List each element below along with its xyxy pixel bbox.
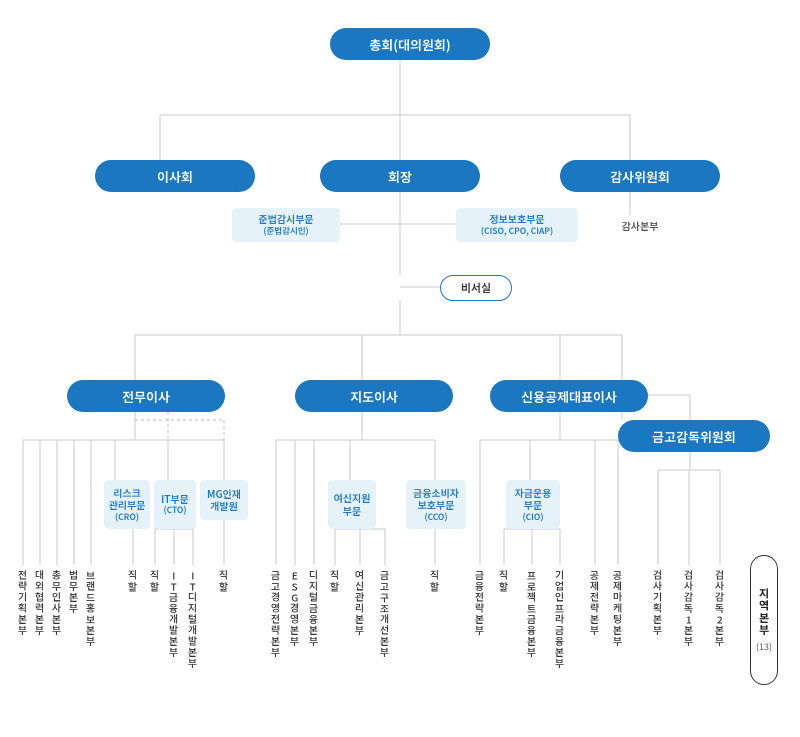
leaf-label: IT디지털개발본부 (187, 570, 197, 669)
label-l2: (준법감시인) (263, 226, 308, 237)
leaf-label: 직할 (218, 570, 228, 592)
label: 지도이사 (350, 387, 398, 406)
node-secretariat: 비서실 (440, 275, 512, 301)
leaf-label: 직할 (429, 570, 439, 592)
leaf-label: 전략기획본부 (17, 570, 27, 636)
label: 전무이사 (122, 387, 170, 406)
box-credit-support: 여신지원 부문 (328, 480, 376, 529)
label-l2: (CISO, CPO, CIAP) (481, 226, 553, 237)
node-supervisory-committee: 금고감독위원회 (618, 420, 770, 452)
label: 이사회 (157, 167, 193, 186)
leaf-label: 직할 (127, 570, 137, 592)
leaf-label: 기업인프라금융본부 (554, 570, 564, 669)
box-risk: 리스크 관리부문 (CRO) (104, 480, 150, 529)
leaf-label: 여신관리본부 (354, 570, 364, 636)
leaf-label: 프로젝트금융본부 (526, 570, 536, 658)
leaf-label: 공제마케팅본부 (612, 570, 622, 647)
node-chairman: 회장 (320, 160, 480, 192)
leaf-label: 검사감독2본부 (714, 570, 724, 647)
box-fund-management: 자금운용 부문 (CIO) (506, 480, 560, 529)
box-it: IT부문 (CTO) (154, 480, 196, 529)
leaf-label: 직할 (149, 570, 159, 592)
box-compliance: 준법감시부문 (준법감시인) (232, 208, 340, 242)
node-exec2: 지도이사 (295, 380, 453, 412)
label: 회장 (388, 167, 412, 186)
label: 지역본부 (756, 588, 772, 636)
label-count: (13) (756, 640, 772, 653)
leaf-label: 브랜드홍보본부 (85, 570, 95, 647)
leaf-label: 검사기획본부 (652, 570, 662, 636)
box-mg: MG인재 개발원 (200, 480, 248, 520)
leaf-label: 검사감독1본부 (683, 570, 693, 647)
label-audit-hq: 감사본부 (600, 218, 680, 233)
leaf-label: 법무본부 (68, 570, 78, 614)
org-chart-connectors (0, 0, 800, 737)
leaf-label: 디지털금융본부 (308, 570, 318, 647)
label: 총회(대의원회) (369, 35, 450, 54)
leaf-label: IT금융개발본부 (168, 570, 178, 658)
label: 감사위원회 (610, 167, 670, 186)
label: 신용공제대표이사 (521, 387, 617, 406)
leaf-label: 대외협력본부 (34, 570, 44, 636)
leaf-label: 금융전략본부 (474, 570, 484, 636)
leaf-label: 공제전략본부 (589, 570, 599, 636)
label: 비서실 (461, 280, 491, 296)
node-assembly: 총회(대의원회) (330, 28, 490, 60)
leaf-label: 금고경영전략본부 (270, 570, 280, 658)
node-audit-committee: 감사위원회 (560, 160, 720, 192)
leaf-label: 금고구조개선본부 (379, 570, 389, 658)
leaf-label: 직할 (498, 570, 508, 592)
node-exec3: 신용공제대표이사 (490, 380, 648, 412)
node-region-hq: 지역본부 (13) (750, 555, 778, 685)
node-board: 이사회 (95, 160, 255, 192)
leaf-label: 직할 (329, 570, 339, 592)
label: 금고감독위원회 (652, 427, 736, 446)
node-exec1: 전무이사 (67, 380, 225, 412)
box-info-security: 정보보호부문 (CISO, CPO, CIAP) (456, 208, 578, 242)
box-consumer-protection: 금융소비자 보호부문 (CCO) (406, 480, 466, 529)
leaf-label: ESG경영본부 (289, 570, 299, 647)
leaf-label: 총무인사본부 (51, 570, 61, 636)
